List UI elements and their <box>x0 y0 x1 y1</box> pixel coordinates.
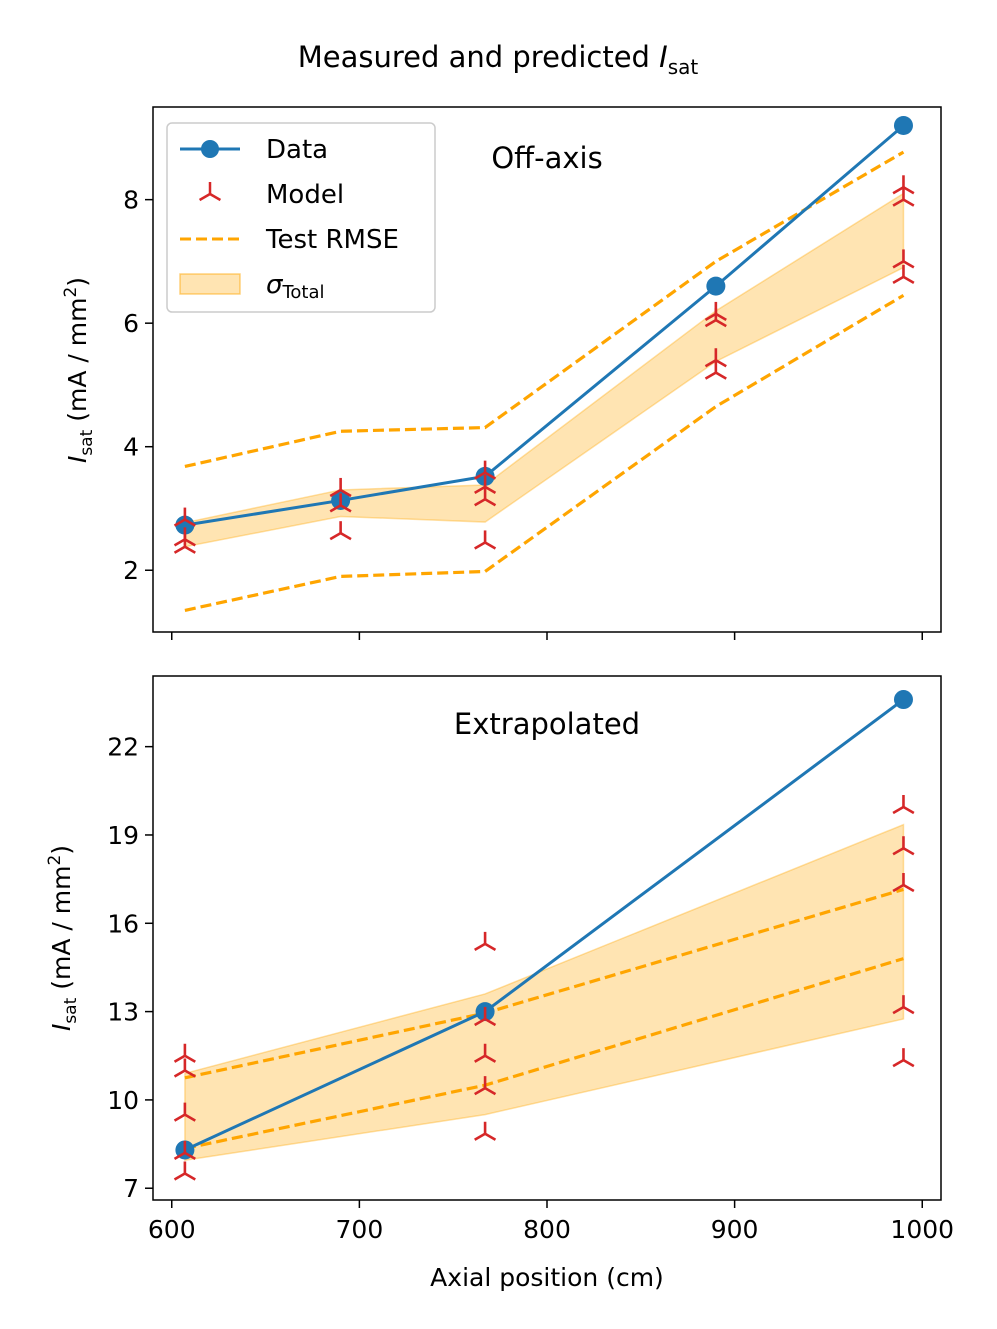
top-ytick-label: 8 <box>123 186 139 215</box>
bottom-model-marker <box>892 995 915 1015</box>
bottom-model-marker <box>173 1058 196 1078</box>
bottom-axis-ticks: 7 10 13 16 19 22 600 700 800 900 1000 <box>107 733 954 1244</box>
bottom-model-marker <box>474 931 497 952</box>
bottom-xtick-label: 700 <box>336 1215 384 1244</box>
bottom-ytick-label: 13 <box>107 998 139 1027</box>
bottom-model-marker <box>474 1076 497 1096</box>
bottom-model-marker <box>474 1006 497 1027</box>
bottom-model-marker <box>474 1121 497 1141</box>
bottom-ytick-label: 7 <box>123 1174 139 1203</box>
bottom-panel-title: Extrapolated <box>454 707 640 741</box>
bottom-y-axis-label: Isat (mA / mm2) <box>45 845 81 1031</box>
top-rmse-upper-line <box>184 150 905 469</box>
bottom-model-layer <box>173 795 915 1181</box>
bottom-ytick-label: 22 <box>107 733 139 762</box>
bottom-data-point <box>893 690 913 710</box>
top-data-point <box>893 116 913 136</box>
legend-entry-band: σTotal <box>179 270 325 303</box>
bottom-model-marker <box>173 1043 196 1063</box>
legend-model-label: Model <box>266 180 344 210</box>
top-model-marker <box>704 348 727 368</box>
top-model-marker <box>173 527 196 547</box>
top-panel: 2 4 6 8 Off-axis Isat (mA / mm2) Data Model <box>61 106 942 640</box>
bottom-model-marker <box>892 873 915 893</box>
top-model-marker <box>474 460 497 480</box>
bottom-ytick-label: 10 <box>107 1086 139 1115</box>
x-axis-label: Axial position (cm) <box>430 1263 664 1292</box>
bottom-ytick-label: 16 <box>107 909 139 938</box>
top-model-layer <box>173 175 915 554</box>
top-model-marker <box>892 264 915 284</box>
legend-rmse-label: Test RMSE <box>265 225 399 255</box>
legend-band-swatch <box>179 273 241 295</box>
bottom-model-marker <box>892 836 915 856</box>
top-y-axis-label: Isat (mA / mm2) <box>61 277 97 463</box>
bottom-xtick-label: 900 <box>711 1215 759 1244</box>
bottom-xtick-label: 1000 <box>890 1215 954 1244</box>
top-model-marker <box>704 360 727 380</box>
top-ytick-label: 4 <box>123 433 139 462</box>
bottom-xtick-label: 600 <box>148 1215 196 1244</box>
legend-entry-data: Data <box>180 135 328 165</box>
legend-entry-model: Model <box>198 180 344 210</box>
top-rmse-lower-line <box>184 294 905 612</box>
top-model-marker <box>329 521 352 541</box>
legend-data-marker <box>201 140 219 158</box>
legend-model-marker <box>198 182 222 202</box>
legend-band-label: σTotal <box>266 270 325 303</box>
bottom-model-marker <box>892 1048 915 1068</box>
top-data-point <box>706 276 726 296</box>
bottom-band-layer <box>184 823 905 1162</box>
bottom-model-marker <box>474 1043 497 1063</box>
bottom-sigma-band <box>184 823 905 1162</box>
bottom-model-marker <box>173 1161 196 1181</box>
top-model-marker <box>329 493 352 513</box>
legend-data-label: Data <box>266 135 328 165</box>
top-rmse-layer <box>184 150 905 612</box>
legend-entry-rmse: Test RMSE <box>180 225 399 255</box>
bottom-model-marker <box>892 795 915 815</box>
bottom-xtick-label: 800 <box>523 1215 571 1244</box>
top-panel-title: Off-axis <box>491 141 602 175</box>
top-axis-ticks: 2 4 6 8 <box>123 186 923 640</box>
top-model-marker <box>329 477 352 498</box>
top-model-marker <box>474 474 497 494</box>
top-ytick-label: 2 <box>123 556 139 585</box>
bottom-model-marker <box>173 1140 196 1161</box>
top-model-marker <box>474 487 497 507</box>
legend-frame <box>166 122 436 313</box>
legend: Data Model Test RMSE σTotal <box>166 122 436 313</box>
top-model-marker <box>892 187 915 207</box>
top-model-marker <box>474 530 497 550</box>
bottom-panel: 7 10 13 16 19 22 600 700 800 900 1000 Extrapolated… <box>45 675 954 1292</box>
top-model-marker <box>892 249 915 269</box>
bottom-ytick-label: 19 <box>107 821 139 850</box>
top-model-marker <box>704 301 727 322</box>
top-ytick-label: 6 <box>123 309 139 338</box>
figure-title: Measured and predicted Isat <box>298 40 699 79</box>
top-data-point <box>175 515 195 535</box>
bottom-model-marker <box>173 1102 196 1122</box>
top-model-marker <box>173 507 196 527</box>
top-model-marker <box>892 175 915 195</box>
